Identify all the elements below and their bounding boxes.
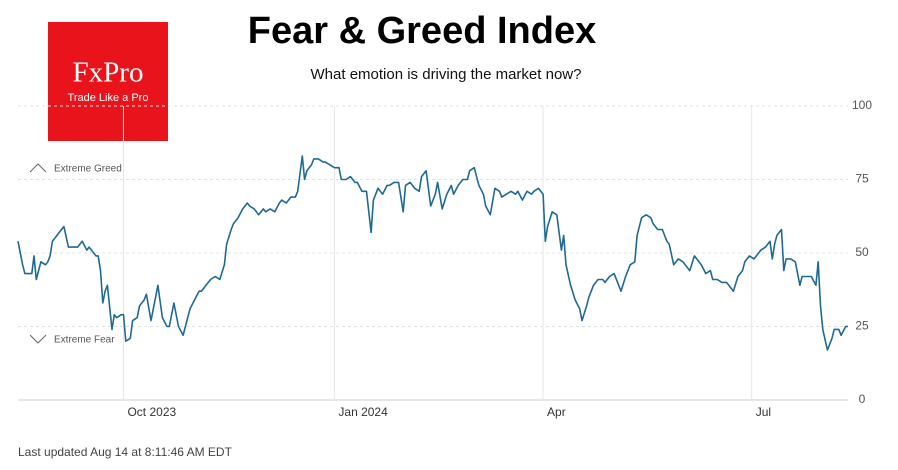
chart-title: Fear & Greed Index: [248, 10, 596, 52]
y-tick-label: 100: [852, 98, 872, 112]
x-tick-label: Jul: [756, 405, 771, 419]
chart-subtitle: What emotion is driving the market now?: [311, 66, 582, 83]
logo-name: FxPro: [73, 57, 144, 89]
y-tick-label: 0: [859, 392, 866, 406]
y-tick-label: 50: [855, 245, 869, 259]
annotation: Extreme Greed: [54, 164, 122, 175]
annotation: Extreme Fear: [54, 335, 115, 346]
y-tick-label: 75: [855, 172, 869, 186]
y-tick-label: 25: [855, 319, 869, 333]
fear-arrow: [29, 334, 47, 344]
x-tick-label: Apr: [547, 405, 566, 419]
footnote: Last updated Aug 14 at 8:11:46 AM EDT: [18, 445, 233, 459]
logo-tagline: Trade Like a Pro: [68, 92, 149, 104]
greed-arrow: [29, 163, 47, 173]
x-tick-label: Jan 2024: [338, 405, 388, 419]
data-line: [17, 155, 848, 351]
x-tick-label: Oct 2023: [127, 405, 176, 419]
logo-box: [48, 22, 168, 141]
